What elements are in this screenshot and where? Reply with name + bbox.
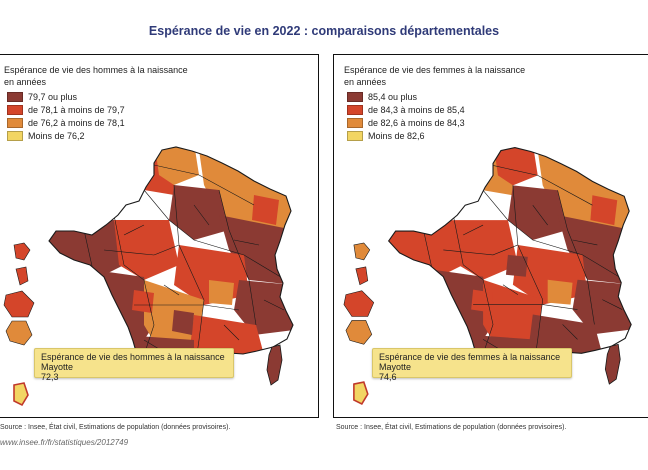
men-legend-label-4: Moins de 76,2 xyxy=(28,130,85,141)
men-life-expectancy-map-panel: Espérance de vie des hommes à la naissan… xyxy=(0,54,319,418)
women-legend-item-2: de 84,3 à moins de 85,4 xyxy=(347,103,465,116)
women-guadeloupe xyxy=(353,242,371,261)
men-tooltip-value: 72,3 xyxy=(41,372,59,382)
women-mayotte xyxy=(353,381,369,406)
men-legend-title: Espérance de vie des hommes à la naissan… xyxy=(4,65,188,88)
dept-region-bretagne xyxy=(388,220,464,280)
women-legend-swatch-3 xyxy=(347,117,363,128)
men-legend-label-3: de 76,2 à moins de 78,1 xyxy=(28,117,125,128)
dept-region-alpes xyxy=(234,280,293,335)
dept-region-nord xyxy=(154,147,199,185)
women-legend: 85,4 ou plus de 84,3 à moins de 85,4 de … xyxy=(347,90,465,142)
women-corsica xyxy=(604,343,621,385)
men-martinique xyxy=(15,266,29,286)
women-legend-item-1: 85,4 ou plus xyxy=(347,90,465,103)
women-tooltip-title: Espérance de vie des femmes à la naissan… xyxy=(379,352,561,362)
men-legend-title-line1: Espérance de vie des hommes à la naissan… xyxy=(4,65,188,75)
source-url-link[interactable]: www.insee.fr/fr/statistiques/2012749 xyxy=(0,438,129,447)
men-department-fills xyxy=(49,147,293,373)
women-legend-swatch-2 xyxy=(347,104,363,115)
dept-region-alpes xyxy=(572,279,632,335)
men-legend-swatch-4 xyxy=(7,130,23,141)
men-legend-label-2: de 78,1 à moins de 79,7 xyxy=(28,104,125,115)
women-life-expectancy-map-panel: Espérance de vie des femmes à la naissan… xyxy=(333,54,648,418)
women-source-note: Source : Insee, État civil, Estimations … xyxy=(336,424,567,431)
men-legend-swatch-1 xyxy=(7,91,23,102)
dept-region-alsace-franche xyxy=(219,215,293,285)
men-legend-swatch-3 xyxy=(7,117,23,128)
women-legend-swatch-1 xyxy=(347,91,363,102)
dept-region-bretagne xyxy=(49,220,124,280)
dept-region-paris xyxy=(507,185,568,240)
women-reunion xyxy=(345,320,373,345)
women-legend-item-4: Moins de 82,6 xyxy=(347,129,465,142)
men-legend-item-3: de 76,2 à moins de 78,1 xyxy=(7,116,125,129)
women-legend-swatch-4 xyxy=(347,130,363,141)
men-corsica xyxy=(266,344,283,386)
women-department-fills xyxy=(388,147,632,373)
men-mayotte xyxy=(13,382,29,407)
men-tooltip-region: Mayotte xyxy=(41,362,74,372)
dept-region-nord xyxy=(493,147,538,186)
men-reunion xyxy=(5,320,33,346)
men-legend-item-1: 79,7 ou plus xyxy=(7,90,125,103)
men-tooltip-title: Espérance de vie des hommes à la naissan… xyxy=(41,352,225,362)
dept-region-centre xyxy=(453,220,518,280)
women-tooltip-region: Mayotte xyxy=(379,362,412,372)
men-legend-label-1: 79,7 ou plus xyxy=(28,91,78,102)
women-legend-label-2: de 84,3 à moins de 85,4 xyxy=(368,104,465,115)
men-guadeloupe xyxy=(13,242,31,261)
men-legend-swatch-2 xyxy=(7,104,23,115)
men-legend-item-2: de 78,1 à moins de 79,7 xyxy=(7,103,125,116)
men-legend: 79,7 ou plus de 78,1 à moins de 79,7 de … xyxy=(7,90,125,142)
women-guyane xyxy=(343,290,375,317)
men-source-note: Source : Insee, État civil, Estimations … xyxy=(0,424,231,431)
women-legend-title-line1: Espérance de vie des femmes à la naissan… xyxy=(344,65,526,75)
women-france-map xyxy=(343,146,632,406)
dept-region-limousin xyxy=(483,279,543,350)
dept-region-alsace-franche xyxy=(557,215,632,285)
men-mayotte-tooltip: Espérance de vie des hommes à la naissan… xyxy=(34,348,234,382)
men-france-map xyxy=(3,146,294,407)
women-legend-label-3: de 82,6 à moins de 84,3 xyxy=(368,117,465,128)
women-martinique xyxy=(355,266,369,286)
women-legend-item-3: de 82,6 à moins de 84,3 xyxy=(347,116,465,129)
women-mayotte-tooltip: Espérance de vie des femmes à la naissan… xyxy=(372,348,572,382)
women-legend-title-line2: en années xyxy=(344,76,387,87)
women-legend-label-4: Moins de 82,6 xyxy=(368,130,425,141)
dept-region-paris xyxy=(169,185,229,240)
men-legend-item-4: Moins de 76,2 xyxy=(7,129,125,142)
dept-region-centre xyxy=(114,220,179,280)
men-guyane xyxy=(3,290,35,318)
men-legend-title-line2: en années xyxy=(4,76,47,87)
women-tooltip-value: 74,6 xyxy=(379,372,397,382)
women-legend-title: Espérance de vie des femmes à la naissan… xyxy=(344,65,525,88)
page-title: Espérance de vie en 2022 : comparaisons … xyxy=(148,24,500,38)
women-legend-label-1: 85,4 ou plus xyxy=(368,91,418,102)
